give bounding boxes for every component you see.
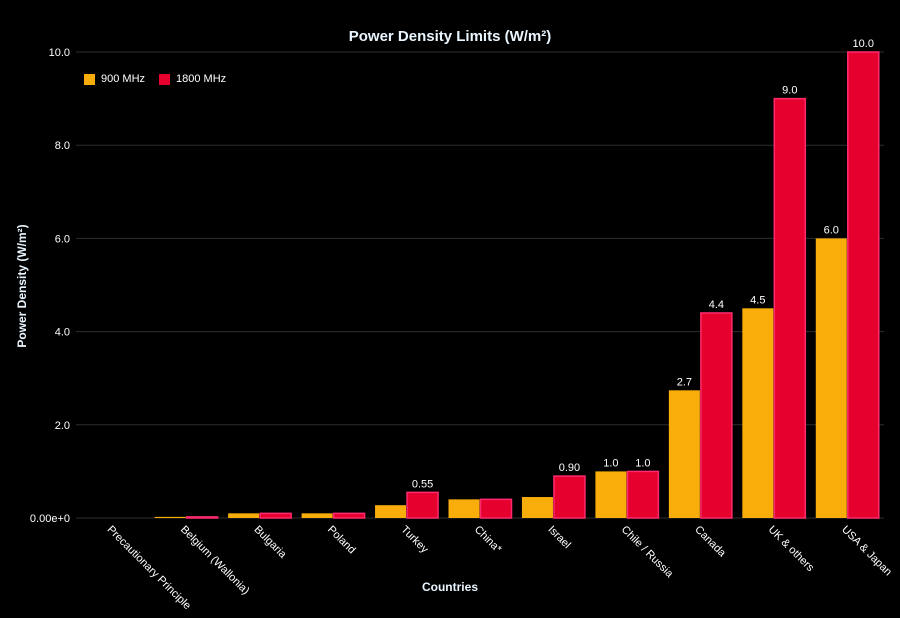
chart-title: Power Density Limits (W/m²)	[348, 28, 552, 45]
x-tick-label: Bulgaria	[252, 524, 290, 562]
bar-1800mhz	[185, 516, 219, 519]
bar-900mhz	[668, 390, 700, 518]
bar-900mhz	[228, 513, 260, 518]
legend-swatch-900	[84, 73, 95, 85]
bar-1800mhz	[773, 97, 807, 519]
bar-1800mhz	[700, 312, 733, 519]
legend-label-900: 900 MHz	[101, 73, 146, 85]
data-label: 10.0	[853, 38, 874, 50]
bar-900mhz	[301, 513, 333, 518]
bar-900mhz	[595, 471, 627, 518]
legend-item-900[interactable]: 900 MHz	[84, 73, 145, 85]
x-tick-label: USA & Japan	[839, 524, 894, 579]
data-label: 2.7	[677, 376, 692, 388]
bar-900mhz	[521, 497, 553, 518]
x-tick-label: Canada	[692, 524, 728, 560]
x-tick-label: China*	[472, 524, 504, 556]
bar-1800mhz	[259, 512, 292, 519]
y-tick-label: 0.00e+0	[30, 513, 70, 525]
bar-1800mhz	[847, 51, 880, 519]
y-tick-label: 2.0	[55, 420, 70, 432]
y-tick-label: 4.0	[55, 327, 70, 339]
data-label: 4.5	[750, 294, 765, 306]
bar-1800mhz	[626, 470, 660, 519]
x-tick-label: Turkey	[398, 524, 430, 556]
x-tick-label: UK & others	[766, 524, 817, 575]
x-tick-label: Poland	[325, 524, 358, 557]
legend: 900 MHz 1800 MHz	[84, 73, 226, 85]
legend-item-1800[interactable]: 1800 MHz	[159, 73, 226, 85]
bar-900mhz	[375, 505, 407, 518]
x-tick-label: Belgium (Wallonia)	[178, 524, 251, 597]
bar-1800mhz	[406, 491, 439, 519]
y-tick-label: 8.0	[55, 140, 70, 152]
x-tick-label: Israel	[545, 524, 573, 552]
data-label: 1.0	[603, 457, 618, 469]
data-label: 0.55	[412, 478, 433, 490]
bar-900mhz	[815, 238, 847, 518]
bar-1800mhz	[332, 512, 366, 519]
y-tick-label: 10.0	[49, 47, 70, 59]
data-label: 0.90	[559, 462, 580, 474]
data-label: 6.0	[824, 224, 839, 236]
data-label: 1.0	[635, 457, 650, 469]
x-axis-label: Countries	[421, 580, 478, 594]
bar-1800mhz	[479, 498, 513, 519]
data-label: 9.0	[782, 85, 797, 97]
y-tick-label: 6.0	[55, 233, 70, 245]
bar-900mhz	[448, 499, 480, 518]
data-label: 4.4	[709, 299, 724, 311]
x-tick-label: Precautionary Principle	[105, 524, 193, 612]
x-tick-label: Chile / Russia	[619, 524, 676, 581]
legend-swatch-1800	[159, 73, 171, 85]
bar-900mhz	[742, 308, 774, 518]
bar-900mhz	[154, 516, 186, 518]
bar-1800mhz	[553, 475, 586, 519]
legend-label-1800: 1800 MHz	[176, 73, 227, 85]
